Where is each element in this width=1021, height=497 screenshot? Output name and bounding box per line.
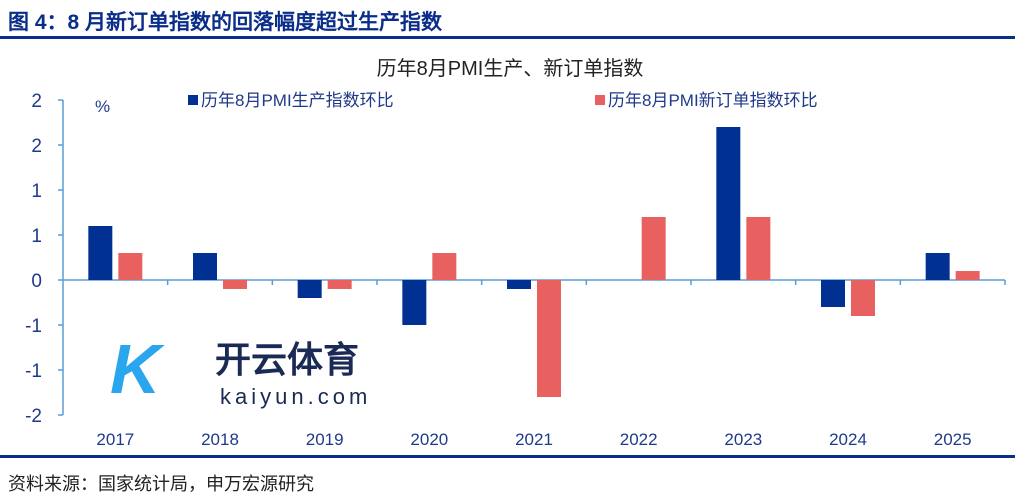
figure-title: 图 4：8 月新订单指数的回落幅度超过生产指数 (8, 11, 443, 34)
y-tick-label: 0 (31, 271, 42, 292)
bar-new-orders-2021 (537, 280, 561, 397)
x-tick-label: 2021 (515, 430, 553, 449)
chart-title: 历年8月PMI生产、新订单指数 (377, 57, 644, 80)
x-tick-label: 2018 (201, 430, 239, 449)
y-tick-label: -1 (25, 316, 42, 337)
y-tick-label: 2 (31, 136, 42, 157)
y-tick-label: 2 (31, 91, 42, 112)
bar-production-2023 (716, 127, 741, 280)
watermark-k: K (110, 330, 161, 408)
bar-production-2019 (297, 280, 322, 298)
bar-new-orders-2017 (118, 253, 143, 280)
x-tick-label: 2019 (306, 430, 344, 449)
bar-chart: 历年8月PMI生产、新订单指数% 2 2 1 1 0 -1 -1 -2 2017 2018 2019 2… (25, 57, 1006, 449)
bar-new-orders-2020 (432, 253, 457, 280)
y-tick-label: 1 (31, 181, 42, 202)
bar-production-2024 (821, 280, 845, 307)
watermark-url: kaiyun.com (220, 384, 372, 409)
bar-new-orders-2018 (223, 280, 247, 289)
source-note: 资料来源：国家统计局，申万宏源研究 (8, 474, 314, 494)
bar-production-2018 (193, 253, 217, 280)
y-unit-label: % (95, 97, 110, 116)
legend-label-1: 历年8月PMI新订单指数环比 (608, 91, 818, 110)
legend-swatch-0 (188, 95, 198, 105)
x-tick-label: 2023 (724, 430, 762, 449)
bottom-divider (0, 455, 1015, 458)
x-tick-label: 2020 (410, 430, 448, 449)
bar-new-orders-2024 (851, 280, 875, 316)
legend-swatch-1 (595, 95, 605, 105)
bar-new-orders-2023 (746, 217, 771, 280)
bar-production-2017 (88, 226, 113, 280)
bar-production-2025 (925, 253, 950, 280)
y-tick-label: 1 (31, 226, 42, 247)
x-tick-label: 2024 (829, 430, 867, 449)
watermark-name: 开云体育 (215, 339, 360, 380)
x-tick-label: 2017 (96, 430, 134, 449)
x-tick-label: 2025 (934, 430, 972, 449)
bar-new-orders-2019 (327, 280, 352, 289)
bar-new-orders-2022 (641, 217, 666, 280)
bar-new-orders-2025 (955, 271, 980, 280)
y-tick-label: -1 (25, 361, 42, 382)
x-tick-label: 2022 (620, 430, 658, 449)
legend-label-0: 历年8月PMI生产指数环比 (201, 91, 394, 110)
bar-production-2021 (507, 280, 531, 289)
bar-production-2020 (402, 280, 427, 325)
y-tick-label: -2 (25, 406, 42, 427)
top-divider (0, 36, 1015, 39)
watermark-logo: K 开云体育 kaiyun.com (110, 334, 380, 414)
